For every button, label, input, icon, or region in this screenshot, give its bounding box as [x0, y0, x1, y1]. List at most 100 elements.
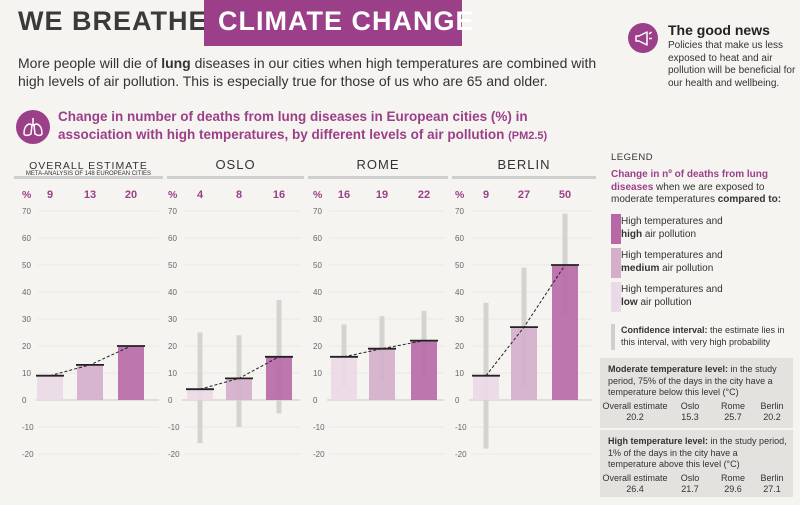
data-label: 4 [197, 189, 204, 201]
panel-title: OSLO [215, 157, 255, 172]
chart-title: Change in number of deaths from lung dis… [58, 109, 548, 142]
bar [331, 356, 357, 400]
data-label: 8 [236, 189, 242, 201]
y-tick-label: 50 [22, 261, 31, 270]
y-tick-label: -20 [22, 450, 34, 459]
panel-separator [452, 176, 596, 179]
trend-line [343, 340, 425, 358]
moderate-head-overall: Overall estimate [602, 401, 668, 411]
high-head-rome: Rome [720, 473, 746, 483]
axis-unit-label: % [313, 189, 323, 201]
y-tick-label: 10 [168, 369, 177, 378]
data-label: 20 [125, 189, 137, 201]
high-val-rome: 29.6 [724, 484, 742, 494]
data-label: 16 [338, 189, 350, 201]
y-tick-label: 60 [168, 234, 177, 243]
axis-unit-label: % [455, 189, 465, 201]
trend-line [199, 356, 280, 390]
bar [511, 327, 537, 400]
high-head-oslo: Oslo [680, 473, 700, 483]
y-tick-label: 40 [22, 288, 31, 297]
bar [77, 364, 103, 400]
axis-unit-label: % [22, 189, 32, 201]
y-tick-label: -10 [22, 423, 34, 432]
brand-banner [204, 0, 462, 46]
data-label: 16 [273, 189, 285, 201]
legend-swatch-low [611, 282, 621, 312]
y-tick-label: 30 [313, 315, 322, 324]
brand-climate-change: CLIMATE CHANGE [218, 6, 475, 36]
y-tick-label: 10 [22, 369, 31, 378]
legend-swatch-high [611, 214, 621, 244]
y-tick-label: -10 [313, 423, 325, 432]
y-tick-label: -10 [455, 423, 467, 432]
legend-description: Change in nº of deaths from lung disease… [611, 169, 782, 205]
data-label: 9 [47, 189, 53, 201]
high-head-overall: Overall estimate [602, 473, 668, 483]
y-tick-label: 40 [455, 288, 464, 297]
legend-ci-swatch [611, 324, 615, 350]
y-tick-label: 30 [455, 315, 464, 324]
y-tick-label: 0 [455, 396, 460, 405]
legend-item-low: High temperatures and low air pollution [621, 284, 723, 308]
y-tick-label: 60 [22, 234, 31, 243]
moderate-temperature-box: Moderate temperature level: in the study… [600, 358, 793, 428]
trend-line [49, 345, 132, 377]
trend-line [485, 264, 566, 377]
y-tick-label: 70 [168, 207, 177, 216]
y-tick-label: 0 [313, 396, 318, 405]
high-head-berlin: Berlin [760, 473, 784, 483]
y-tick-label: 70 [455, 207, 464, 216]
high-val-oslo: 21.7 [681, 484, 699, 494]
data-label: 22 [418, 189, 430, 201]
y-tick-label: 20 [168, 342, 177, 351]
y-tick-label: 50 [168, 261, 177, 270]
panel-title: ROME [357, 157, 400, 172]
moderate-val-overall: 20.2 [626, 412, 644, 422]
legend-item-high: High temperatures and high air pollution [621, 216, 723, 240]
high-val-overall: 26.4 [626, 484, 644, 494]
panel-note: META-ANALYSIS OF 148 EUROPEAN CITIES [26, 171, 151, 177]
moderate-head-berlin: Berlin [760, 401, 784, 411]
legend-swatch-medium [611, 248, 621, 278]
data-label: 27 [518, 189, 530, 201]
lungs-icon [16, 110, 50, 144]
moderate-head-oslo: Oslo [680, 401, 700, 411]
bar [37, 375, 63, 400]
moderate-val-berlin: 20.2 [763, 412, 781, 422]
data-label: 13 [84, 189, 96, 201]
bar [187, 389, 213, 400]
y-tick-label: -20 [313, 450, 325, 459]
moderate-val-rome: 25.7 [724, 412, 742, 422]
y-tick-label: 60 [455, 234, 464, 243]
good-news-text: Policies that make us less exposed to he… [668, 40, 796, 89]
legend-ci-text: Confidence interval: the estimate lies i… [621, 325, 785, 347]
y-tick-label: 10 [313, 369, 322, 378]
bar [226, 378, 252, 400]
confidence-interval [562, 213, 568, 314]
y-tick-label: -10 [168, 423, 180, 432]
bar [266, 356, 292, 400]
panel-title: BERLIN [498, 157, 551, 172]
y-tick-label: 0 [168, 396, 173, 405]
axis-unit-label: % [168, 189, 178, 201]
y-tick-label: 0 [22, 396, 27, 405]
confidence-interval [341, 324, 347, 387]
moderate-val-oslo: 15.3 [681, 412, 699, 422]
panel-separator [14, 176, 163, 179]
high-temperature-box: High temperature level: in the study per… [600, 430, 793, 497]
bar [118, 346, 144, 400]
y-tick-label: 40 [313, 288, 322, 297]
moderate-head-rome: Rome [720, 401, 746, 411]
panel-title: OVERALL ESTIMATE [29, 160, 148, 172]
intro-text: More people will die of lung diseases in… [18, 55, 597, 89]
legend-title: LEGEND [611, 152, 654, 163]
y-tick-label: 50 [313, 261, 322, 270]
confidence-interval [197, 332, 203, 444]
bar [552, 265, 578, 400]
megaphone-icon [628, 23, 658, 53]
bar [369, 348, 395, 400]
y-tick-label: -20 [168, 450, 180, 459]
data-label: 19 [376, 189, 388, 201]
